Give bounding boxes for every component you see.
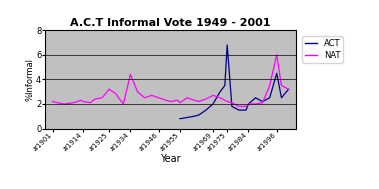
ACT bbox=[286, 88, 291, 90]
Line: NAT: NAT bbox=[53, 55, 288, 106]
NAT bbox=[244, 105, 248, 108]
NAT bbox=[50, 100, 55, 103]
Line: ACT: ACT bbox=[180, 45, 288, 119]
ACT bbox=[244, 109, 248, 111]
NAT bbox=[211, 94, 215, 97]
ACT bbox=[192, 115, 196, 117]
ACT bbox=[225, 44, 229, 46]
NAT bbox=[143, 97, 147, 99]
X-axis label: Year: Year bbox=[160, 154, 181, 164]
NAT bbox=[114, 93, 119, 95]
ACT bbox=[274, 72, 279, 74]
NAT bbox=[225, 100, 229, 103]
NAT bbox=[72, 102, 76, 104]
NAT bbox=[279, 84, 284, 87]
NAT bbox=[192, 99, 196, 101]
NAT bbox=[55, 102, 60, 104]
ACT bbox=[211, 103, 215, 105]
NAT bbox=[116, 97, 121, 99]
NAT bbox=[149, 94, 154, 97]
NAT bbox=[93, 98, 97, 100]
NAT bbox=[185, 97, 190, 99]
NAT bbox=[78, 99, 83, 101]
ACT bbox=[246, 103, 251, 105]
NAT bbox=[88, 102, 92, 104]
NAT bbox=[218, 97, 222, 99]
NAT bbox=[157, 97, 161, 99]
NAT bbox=[230, 102, 234, 104]
NAT bbox=[178, 102, 182, 104]
ACT bbox=[253, 97, 258, 99]
NAT bbox=[135, 91, 140, 93]
NAT bbox=[81, 100, 86, 103]
NAT bbox=[62, 103, 67, 105]
ACT bbox=[204, 109, 208, 111]
NAT bbox=[175, 99, 180, 101]
NAT bbox=[197, 100, 201, 103]
ACT bbox=[185, 116, 190, 119]
NAT bbox=[128, 73, 133, 76]
ACT bbox=[218, 91, 222, 93]
NAT bbox=[121, 103, 125, 105]
Legend: ACT, NAT: ACT, NAT bbox=[302, 36, 343, 63]
NAT bbox=[204, 98, 208, 100]
NAT bbox=[274, 54, 279, 56]
ACT bbox=[222, 84, 227, 87]
NAT bbox=[268, 84, 272, 87]
Y-axis label: %Informal: %Informal bbox=[25, 58, 34, 101]
NAT bbox=[237, 105, 241, 108]
NAT bbox=[246, 103, 251, 105]
NAT bbox=[253, 103, 258, 105]
NAT bbox=[164, 99, 168, 101]
ACT bbox=[237, 109, 241, 111]
ACT bbox=[260, 100, 265, 103]
ACT bbox=[279, 97, 284, 99]
ACT bbox=[197, 114, 201, 116]
ACT bbox=[178, 118, 182, 120]
ACT bbox=[230, 105, 234, 108]
NAT bbox=[260, 102, 265, 104]
NAT bbox=[286, 88, 291, 90]
NAT bbox=[168, 100, 173, 103]
Title: A.C.T Informal Vote 1949 - 2001: A.C.T Informal Vote 1949 - 2001 bbox=[70, 18, 271, 28]
NAT bbox=[107, 88, 111, 90]
ACT bbox=[268, 97, 272, 99]
NAT bbox=[100, 97, 104, 99]
NAT bbox=[222, 99, 227, 101]
